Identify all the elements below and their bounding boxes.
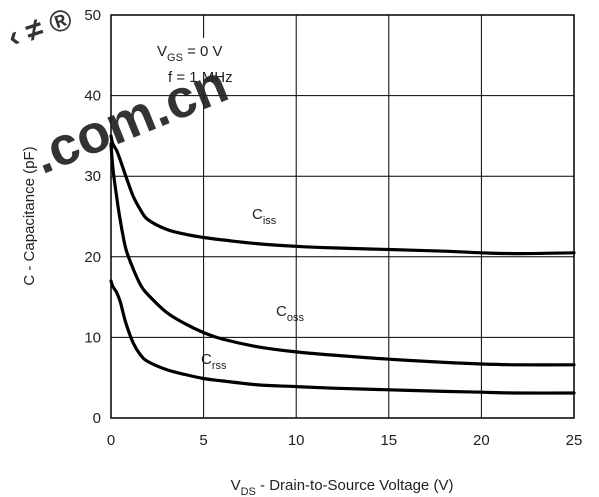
series-label-coss: Coss	[276, 303, 304, 324]
annotation-vgs: VGS = 0 V	[157, 43, 223, 64]
y-tick-labels: 0 10 20 30 40 50	[84, 7, 101, 427]
y-tick-label: 50	[84, 7, 101, 24]
x-tick-label: 20	[473, 432, 490, 449]
y-tick-label: 20	[84, 249, 101, 266]
series-line-crss	[109, 279, 576, 395]
x-axis-label: VDS - Drain-to-Source Voltage (V)	[231, 477, 454, 497]
y-tick-label: 0	[93, 410, 101, 427]
watermark-symbol: ‹ ≠ ®	[4, 3, 76, 55]
y-axis-label: C - Capacitance (pF)	[21, 146, 38, 285]
watermark-text: .com.cn	[24, 54, 236, 186]
x-tick-label: 10	[288, 432, 305, 449]
series-line-coss	[109, 142, 576, 367]
y-tick-label: 10	[84, 329, 101, 346]
x-tick-label: 5	[199, 432, 207, 449]
plot-frame	[110, 14, 575, 419]
y-tick-label: 40	[84, 88, 101, 105]
annotation-frequency: f = 1 MHz	[168, 69, 233, 86]
series-label-crss: Crss	[201, 351, 227, 372]
x-tick-label: 0	[107, 432, 115, 449]
series-label-ciss: Ciss	[252, 206, 277, 227]
annotation-background	[150, 38, 260, 88]
x-tick-label: 25	[566, 432, 583, 449]
x-tick-labels: 0 5 10 15 20 25	[107, 432, 583, 449]
series-curves	[109, 134, 576, 395]
x-tick-label: 15	[380, 432, 397, 449]
y-tick-label: 30	[84, 168, 101, 185]
series-line-ciss	[109, 134, 576, 256]
